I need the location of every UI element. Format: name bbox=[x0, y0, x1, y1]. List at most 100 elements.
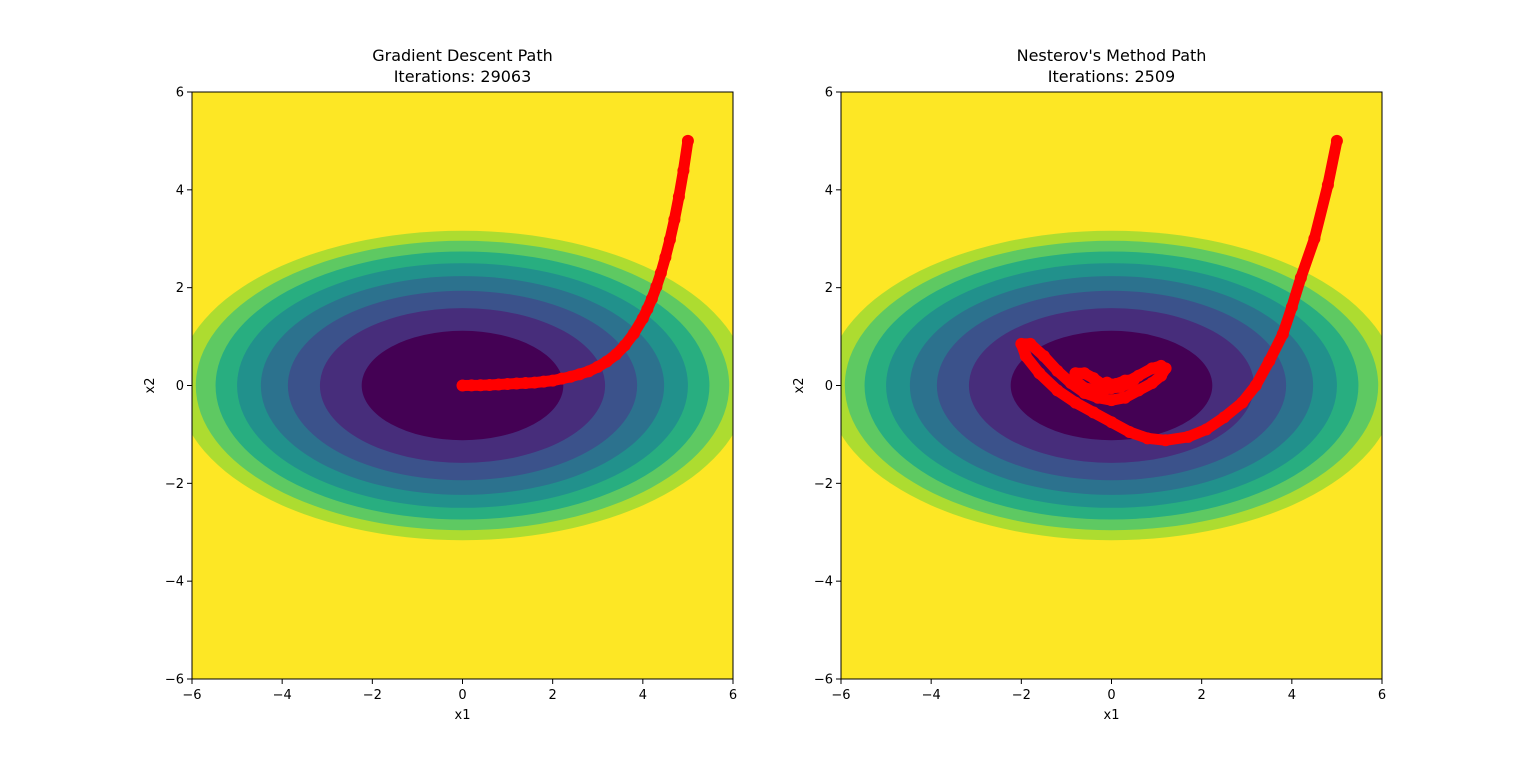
y-tick-label: 0 bbox=[176, 379, 184, 394]
y-tick-label: −4 bbox=[165, 575, 184, 590]
path-point bbox=[474, 379, 487, 392]
x-tick-label: 6 bbox=[1378, 688, 1386, 703]
chart-title-line2: Iterations: 29063 bbox=[394, 67, 532, 86]
path-point bbox=[1051, 384, 1064, 397]
path-point bbox=[1330, 134, 1343, 147]
path-point bbox=[1105, 379, 1118, 392]
path-point bbox=[1146, 362, 1159, 375]
path-point bbox=[1033, 367, 1046, 380]
path-point bbox=[1155, 359, 1168, 372]
y-tick-label: −6 bbox=[165, 673, 184, 688]
path-point bbox=[537, 375, 550, 388]
path-point bbox=[600, 355, 613, 368]
path-point bbox=[555, 372, 568, 385]
path-point bbox=[659, 251, 672, 264]
path-point bbox=[1087, 406, 1100, 419]
subplot-gradient-descent: Gradient Descent Path Iterations: 29063 … bbox=[143, 46, 737, 723]
path-point bbox=[1141, 432, 1154, 445]
y-axis-label: x2 bbox=[792, 378, 807, 394]
path-point bbox=[1308, 232, 1321, 245]
path-point bbox=[1182, 430, 1195, 443]
path-point bbox=[465, 379, 478, 392]
y-tick-label: 2 bbox=[825, 281, 833, 296]
x-tick-label: −6 bbox=[182, 688, 201, 703]
path-point bbox=[528, 376, 541, 389]
x-tick-label: −6 bbox=[831, 688, 850, 703]
path-point bbox=[1128, 373, 1141, 386]
y-tick-label: 6 bbox=[825, 86, 833, 101]
y-tick-label: −2 bbox=[814, 477, 833, 492]
y-tick-label: −2 bbox=[165, 477, 184, 492]
y-tick-label: 6 bbox=[176, 86, 184, 101]
chart-title-line1: Nesterov's Method Path bbox=[1017, 46, 1207, 65]
x-tick-label: 0 bbox=[458, 688, 466, 703]
contour-fill bbox=[192, 92, 733, 679]
path-point bbox=[1105, 416, 1118, 429]
path-point bbox=[1087, 372, 1100, 385]
path-point bbox=[519, 377, 532, 390]
path-point bbox=[677, 164, 690, 177]
chart-title-line2: Iterations: 2509 bbox=[1048, 67, 1175, 86]
path-point bbox=[618, 339, 631, 352]
path-point bbox=[672, 190, 685, 203]
path-point bbox=[582, 365, 595, 378]
x-axis-ticks: −6 −4 −2 0 2 4 6 bbox=[831, 679, 1386, 703]
path-point bbox=[1069, 367, 1082, 380]
path-point bbox=[1105, 394, 1118, 407]
y-axis-ticks: −6 −4 −2 0 2 4 6 bbox=[814, 86, 841, 688]
x-tick-label: 2 bbox=[549, 688, 557, 703]
path-point bbox=[1037, 350, 1050, 363]
x-tick-label: −2 bbox=[1012, 688, 1031, 703]
y-tick-label: −6 bbox=[814, 673, 833, 688]
path-point bbox=[636, 312, 649, 325]
path-point bbox=[573, 368, 586, 381]
path-point bbox=[645, 292, 658, 305]
path-point bbox=[650, 280, 663, 293]
chart-title-line1: Gradient Descent Path bbox=[372, 46, 553, 65]
path-point bbox=[1019, 350, 1032, 363]
path-point bbox=[1132, 384, 1145, 397]
x-tick-label: −4 bbox=[273, 688, 292, 703]
path-point bbox=[681, 134, 694, 147]
x-tick-label: 4 bbox=[639, 688, 647, 703]
path-point bbox=[1146, 377, 1159, 390]
path-point bbox=[1078, 367, 1091, 380]
y-axis-ticks: −6 −4 −2 0 2 4 6 bbox=[165, 86, 192, 688]
y-tick-label: 0 bbox=[825, 379, 833, 394]
path-point bbox=[1294, 271, 1307, 284]
path-point bbox=[1069, 396, 1082, 409]
path-point bbox=[1321, 178, 1334, 191]
path-point bbox=[1159, 434, 1172, 447]
path-point bbox=[483, 379, 496, 392]
path-point bbox=[1200, 423, 1213, 436]
y-axis-label: x2 bbox=[143, 378, 158, 394]
y-tick-label: 4 bbox=[176, 183, 184, 198]
path-point bbox=[1015, 337, 1028, 350]
x-axis-label: x1 bbox=[455, 708, 471, 723]
x-axis-label: x1 bbox=[1104, 708, 1120, 723]
optimization-path bbox=[456, 134, 694, 392]
path-point bbox=[501, 378, 514, 391]
x-tick-label: −4 bbox=[922, 688, 941, 703]
path-point bbox=[1119, 374, 1132, 387]
path-point bbox=[510, 377, 523, 390]
path-point bbox=[654, 266, 667, 279]
path-point bbox=[456, 379, 469, 392]
path-point bbox=[591, 360, 604, 373]
subplot-nesterov: Nesterov's Method Path Iterations: 2509 … bbox=[792, 46, 1386, 723]
path-point bbox=[627, 327, 640, 340]
path-point bbox=[1123, 425, 1136, 438]
path-point bbox=[492, 378, 505, 391]
x-tick-label: 0 bbox=[1107, 688, 1115, 703]
x-tick-label: 2 bbox=[1198, 688, 1206, 703]
y-tick-label: −4 bbox=[814, 575, 833, 590]
path-point bbox=[1236, 396, 1249, 409]
x-tick-label: 6 bbox=[729, 688, 737, 703]
path-point bbox=[1119, 391, 1132, 404]
path-point bbox=[1024, 337, 1037, 350]
optimization-path bbox=[1015, 134, 1343, 447]
path-point bbox=[564, 370, 577, 383]
path-point bbox=[546, 374, 559, 387]
x-tick-label: 4 bbox=[1288, 688, 1296, 703]
